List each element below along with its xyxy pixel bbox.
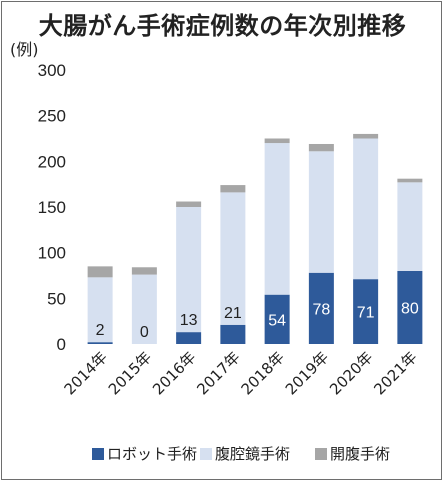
bar-segment-1 xyxy=(308,272,334,344)
x-tick-label: 2015年 xyxy=(105,348,155,398)
data-label: 13 xyxy=(180,312,198,329)
y-tick-label: 100 xyxy=(38,244,66,263)
bar-segment-2 xyxy=(397,182,423,271)
y-tick-label: 300 xyxy=(38,61,66,80)
chart-title: 大腸がん手術症例数の年次別推移 xyxy=(38,12,407,40)
x-tick-label: 2014年 xyxy=(61,348,111,398)
x-tick-label: 2016年 xyxy=(149,348,199,398)
x-tick-label: 2018年 xyxy=(238,348,288,398)
legend-swatch xyxy=(200,448,212,460)
data-label: 71 xyxy=(357,305,375,322)
bar-segment-3 xyxy=(308,143,334,152)
bar-segment-1 xyxy=(176,332,202,344)
x-tick-label: 2019年 xyxy=(282,348,332,398)
bar-segment-1 xyxy=(87,342,113,344)
data-labels: 2 0 13 21 54 78 71 80 xyxy=(96,300,419,341)
x-tick-label: 2021年 xyxy=(370,348,420,398)
data-label: 2 xyxy=(96,322,105,339)
bar-segment-3 xyxy=(87,266,113,278)
legend-label: 開腹手術 xyxy=(330,445,390,463)
bar-segment-2 xyxy=(220,192,246,325)
bar-segment-2 xyxy=(131,274,157,344)
bar-segment-3 xyxy=(176,201,202,207)
data-label: 80 xyxy=(401,300,419,317)
bar-group xyxy=(87,133,423,344)
y-tick-label: 50 xyxy=(47,289,66,308)
legend: ロボット手術 腹腔鏡手術 開腹手術 xyxy=(92,445,390,463)
legend-swatch xyxy=(92,448,104,460)
data-label: 21 xyxy=(224,305,242,322)
bar-segment-2 xyxy=(176,207,202,333)
bar-segment-2 xyxy=(353,138,379,280)
bar-segment-3 xyxy=(131,267,157,275)
bar-segment-3 xyxy=(397,178,423,183)
bar-segment-2 xyxy=(87,277,113,343)
legend-label: ロボット手術 xyxy=(107,445,197,463)
data-label: 78 xyxy=(312,301,330,318)
x-tick-label: 2020年 xyxy=(326,348,376,398)
y-axis-unit: (例) xyxy=(10,40,39,59)
legend-label: 腹腔鏡手術 xyxy=(215,445,290,463)
y-tick-label: 200 xyxy=(38,152,66,171)
x-tick-label: 2017年 xyxy=(193,348,243,398)
bar-segment-1 xyxy=(264,294,290,344)
y-tick-label: 0 xyxy=(57,335,66,354)
bar-segment-2 xyxy=(308,151,334,273)
bar-segment-1 xyxy=(220,324,246,344)
bar-segment-1 xyxy=(397,270,423,344)
bar-segment-3 xyxy=(220,185,246,193)
y-axis-ticks: 0 50 100 150 200 250 300 xyxy=(38,61,66,354)
y-tick-label: 150 xyxy=(38,198,66,217)
bar-segment-2 xyxy=(264,143,290,295)
legend-swatch xyxy=(315,448,327,460)
bar-segment-3 xyxy=(353,133,379,139)
y-tick-label: 250 xyxy=(38,107,66,126)
data-label: 54 xyxy=(268,312,286,329)
bar-segment-1 xyxy=(353,279,379,344)
data-label: 0 xyxy=(140,324,149,341)
bar-segment-3 xyxy=(264,138,290,144)
